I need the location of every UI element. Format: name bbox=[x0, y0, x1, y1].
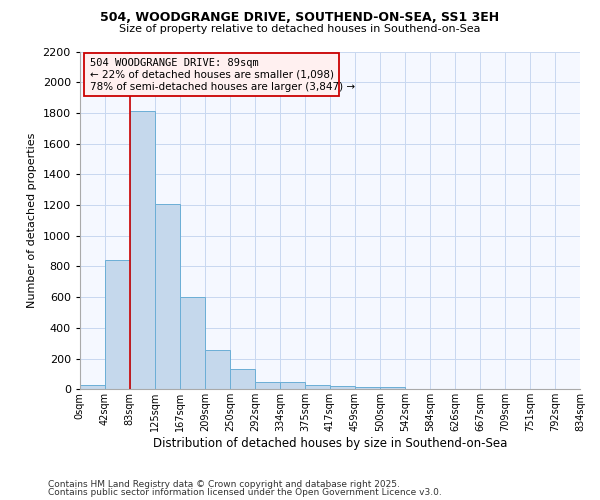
Text: Size of property relative to detached houses in Southend-on-Sea: Size of property relative to detached ho… bbox=[119, 24, 481, 34]
FancyBboxPatch shape bbox=[83, 53, 338, 96]
Text: 78% of semi-detached houses are larger (3,847) →: 78% of semi-detached houses are larger (… bbox=[90, 82, 355, 92]
Bar bbox=[230, 370, 255, 390]
Text: Contains HM Land Registry data © Crown copyright and database right 2025.: Contains HM Land Registry data © Crown c… bbox=[48, 480, 400, 489]
Text: 504, WOODGRANGE DRIVE, SOUTHEND-ON-SEA, SS1 3EH: 504, WOODGRANGE DRIVE, SOUTHEND-ON-SEA, … bbox=[100, 11, 500, 24]
Text: 504 WOODGRANGE DRIVE: 89sqm: 504 WOODGRANGE DRIVE: 89sqm bbox=[90, 58, 259, 68]
Bar bbox=[205, 350, 230, 390]
Bar bbox=[80, 386, 105, 390]
Text: ← 22% of detached houses are smaller (1,098): ← 22% of detached houses are smaller (1,… bbox=[90, 70, 334, 80]
Y-axis label: Number of detached properties: Number of detached properties bbox=[27, 132, 37, 308]
Bar bbox=[330, 386, 355, 390]
Bar bbox=[355, 387, 380, 390]
X-axis label: Distribution of detached houses by size in Southend-on-Sea: Distribution of detached houses by size … bbox=[153, 437, 507, 450]
Bar bbox=[255, 382, 280, 390]
Text: Contains public sector information licensed under the Open Government Licence v3: Contains public sector information licen… bbox=[48, 488, 442, 497]
Bar bbox=[380, 387, 405, 390]
Bar bbox=[155, 204, 180, 390]
Bar bbox=[305, 384, 330, 390]
Bar bbox=[130, 112, 155, 390]
Bar bbox=[105, 260, 130, 390]
Bar bbox=[280, 382, 305, 390]
Bar bbox=[180, 297, 205, 390]
